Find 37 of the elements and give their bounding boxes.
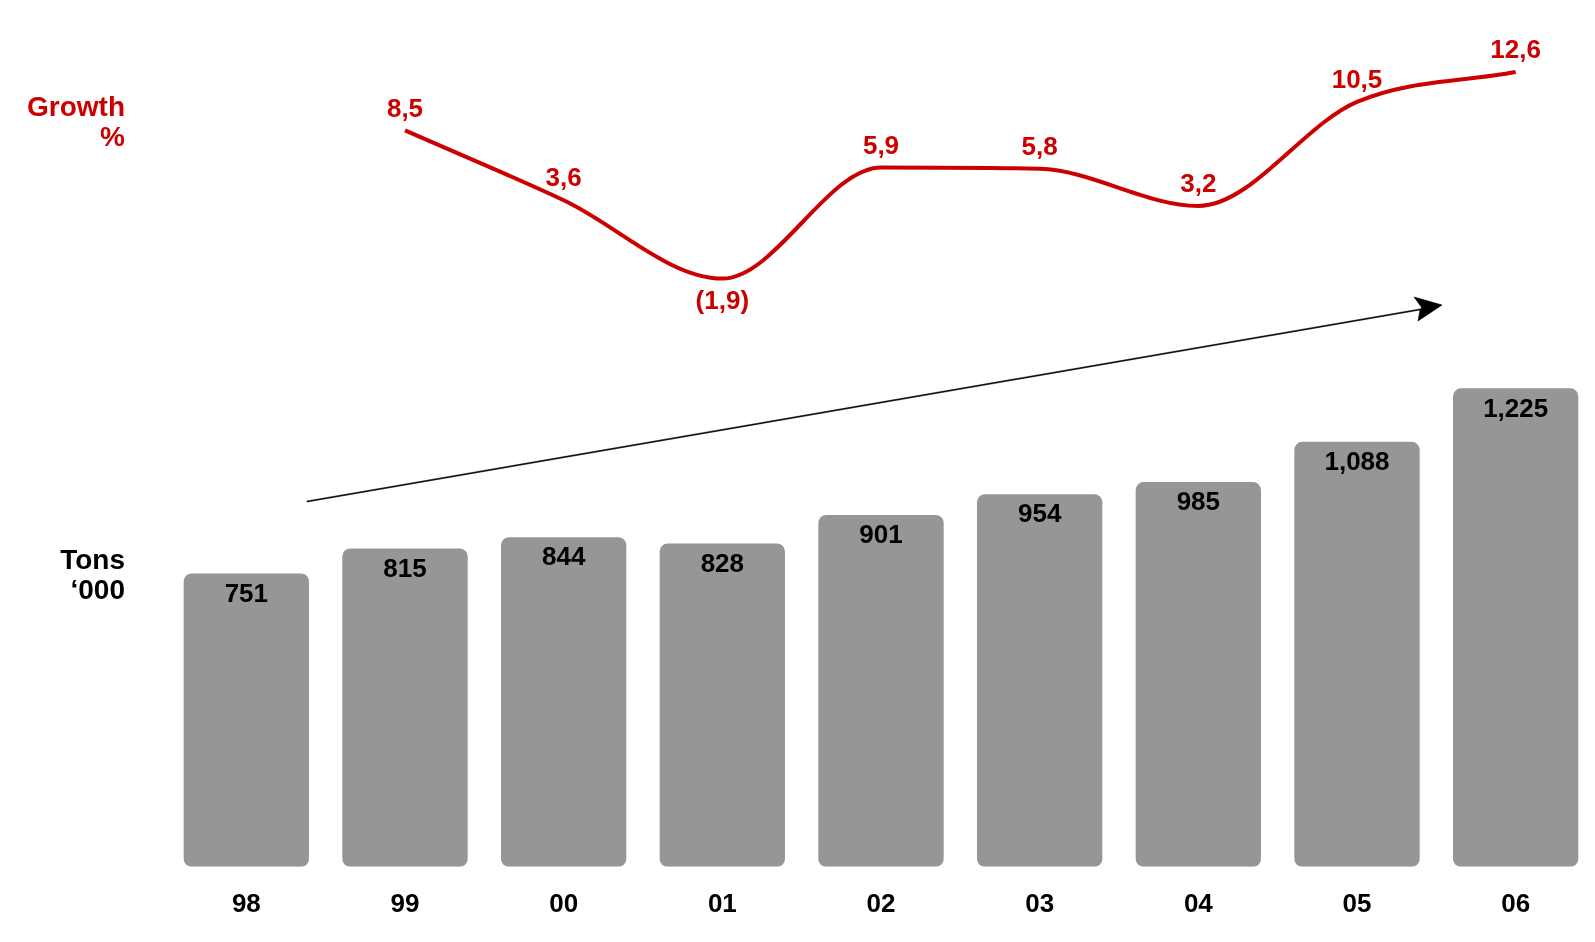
bar <box>183 573 310 867</box>
x-tick-label: 05 <box>1342 887 1372 918</box>
data-label: 828 <box>700 547 745 578</box>
data-label: 5,8 <box>1021 131 1058 162</box>
x-tick-label: 02 <box>866 887 896 918</box>
data-label: (1,9) <box>695 284 750 315</box>
data-label: 5,9 <box>862 129 900 160</box>
bar <box>342 548 468 867</box>
bar <box>976 494 1103 867</box>
data-label: 1,088 <box>1324 446 1390 477</box>
data-label: 901 <box>859 519 903 550</box>
data-label: 8,5 <box>386 92 424 123</box>
x-tick-label: 98 <box>231 887 261 918</box>
bar <box>500 537 627 867</box>
x-tick-label: 01 <box>707 887 737 918</box>
data-label: 954 <box>1017 498 1062 529</box>
bar <box>1294 441 1420 867</box>
y-axis-title: Growth % <box>26 91 125 152</box>
data-label: 10,5 <box>1331 64 1383 95</box>
bar <box>1452 388 1579 867</box>
data-label: 751 <box>224 577 269 608</box>
bar <box>1135 482 1262 867</box>
data-label: 844 <box>541 541 586 572</box>
bar <box>818 514 944 867</box>
data-label: 3,6 <box>545 162 582 193</box>
x-tick-label: 00 <box>549 887 579 918</box>
data-label: 3,2 <box>1180 168 1217 199</box>
x-tick-label: 06 <box>1501 887 1531 918</box>
data-label: 815 <box>383 552 427 583</box>
data-label: 12,6 <box>1490 34 1541 65</box>
x-tick-label: 04 <box>1183 887 1214 918</box>
data-label: 985 <box>1176 486 1221 517</box>
data-label: 1,225 <box>1483 392 1549 423</box>
bar <box>659 543 786 867</box>
y-axis-title: Tons ‘000 <box>59 544 125 605</box>
x-tick-label: 03 <box>1025 887 1055 918</box>
x-tick-label: 99 <box>390 887 420 918</box>
